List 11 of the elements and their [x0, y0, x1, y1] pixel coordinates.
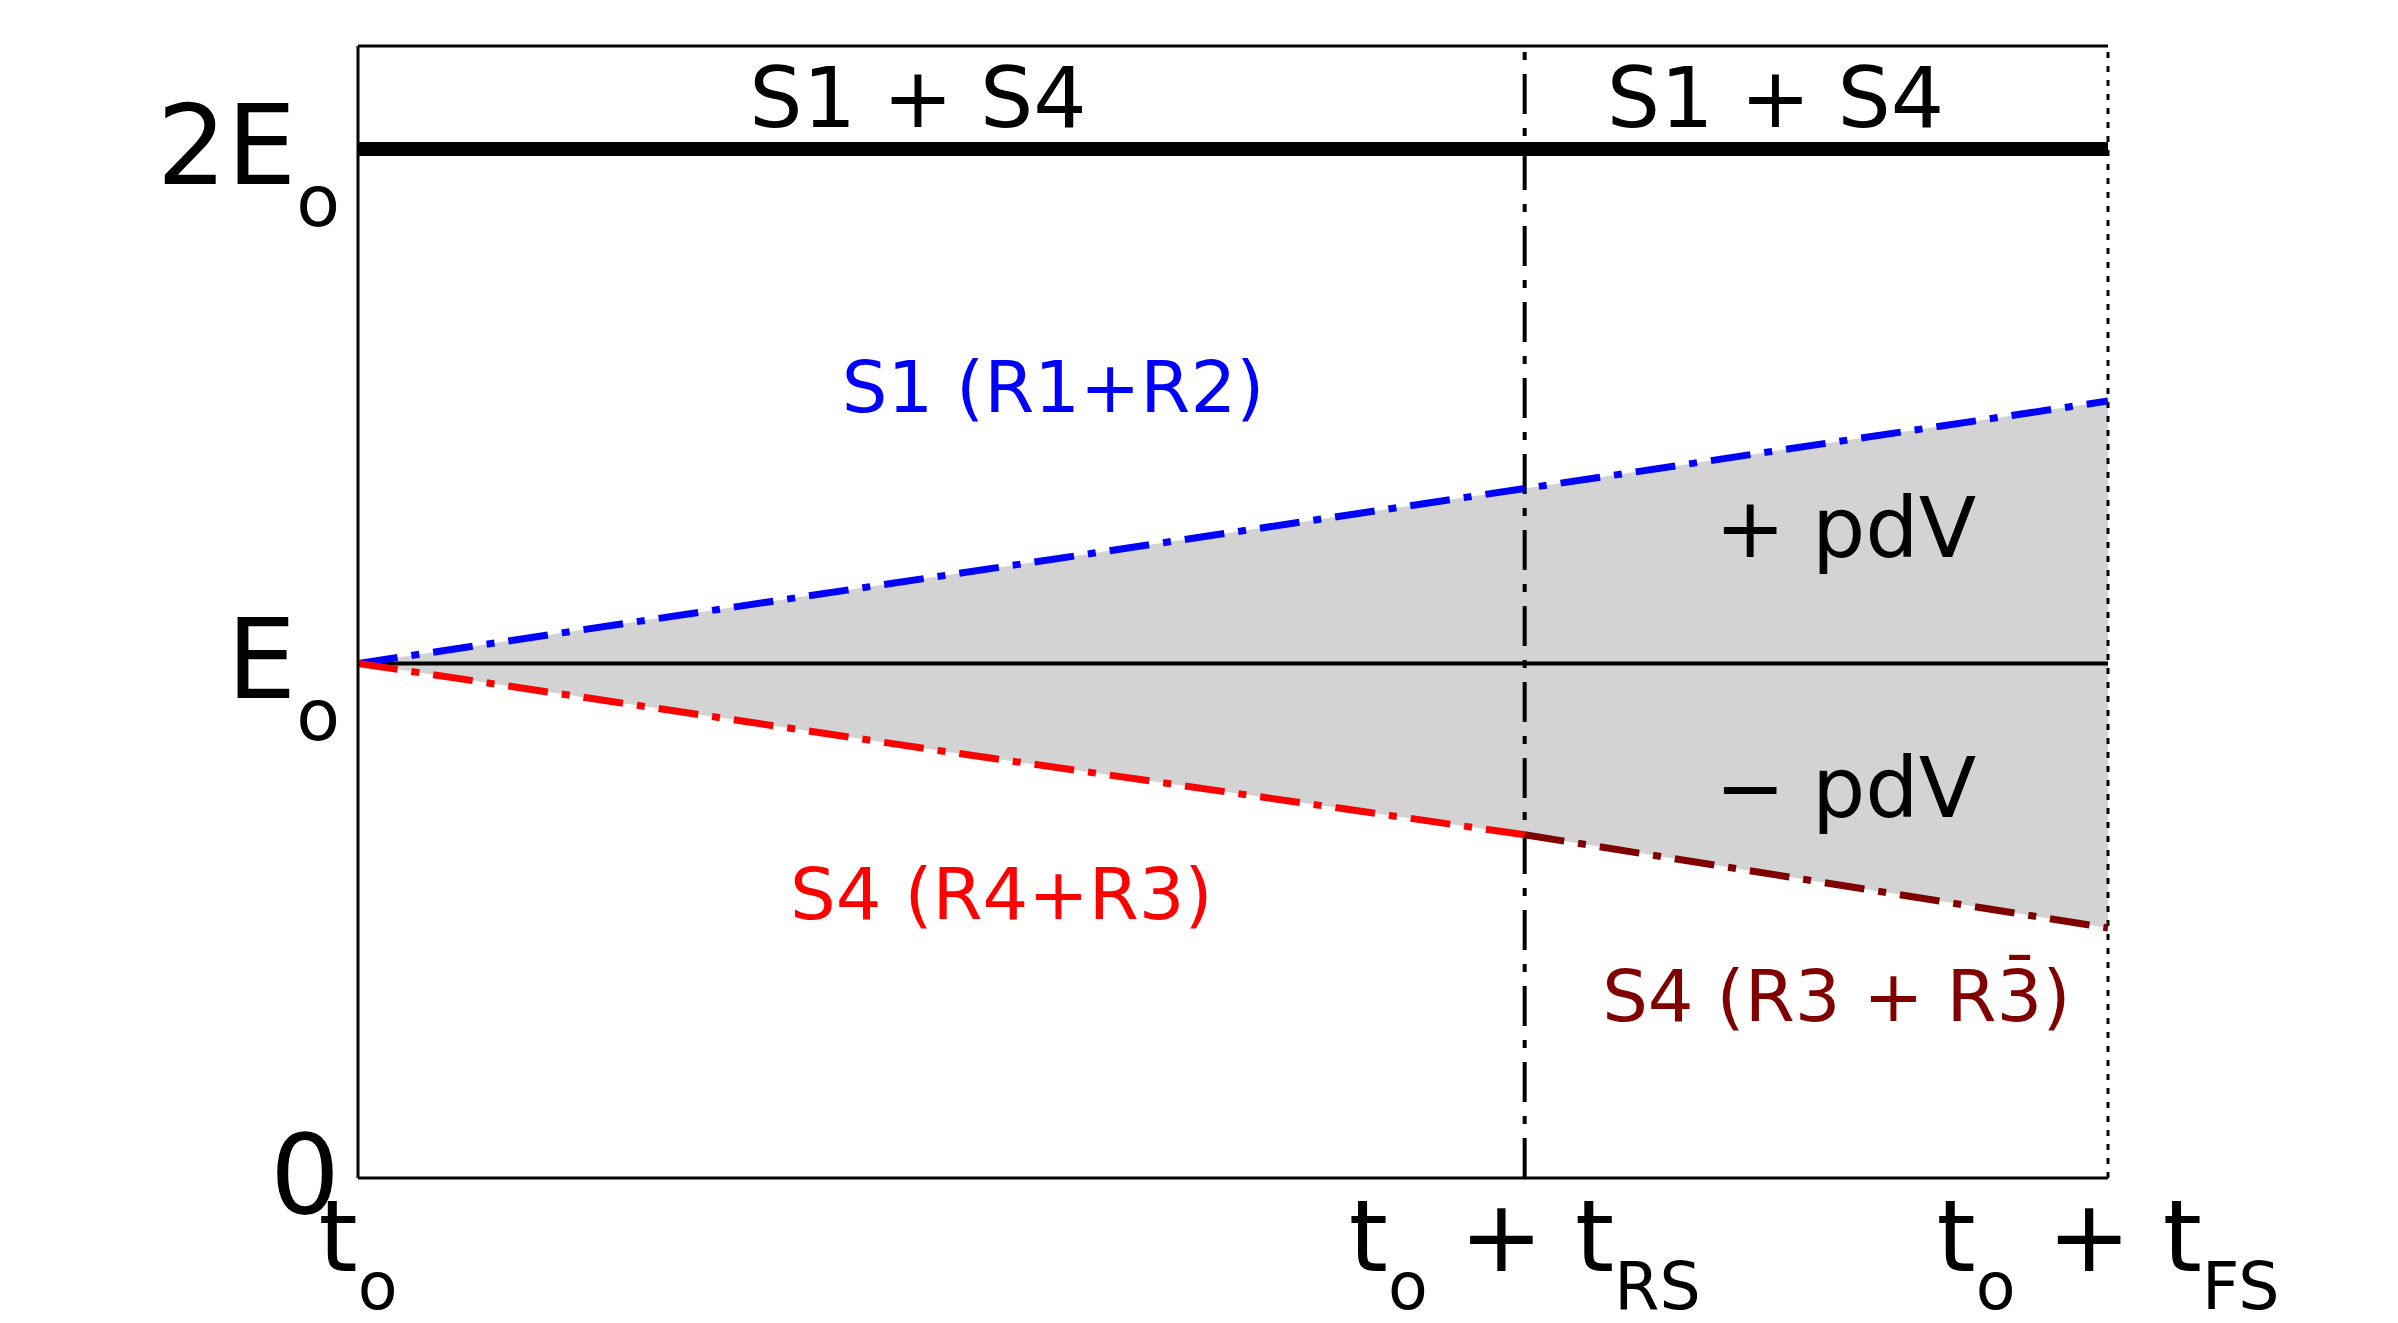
annotation: S1 + S4 [749, 48, 1087, 147]
series-label: S4 (R3 + R3̄) [1602, 954, 2071, 1039]
annotation: − pdV [1714, 739, 1977, 838]
x-tick-label: t$_{o}$ + t$_{FS}$ [1936, 1178, 2280, 1323]
y-tick-label: 2E$_{o}$ [156, 81, 340, 243]
series-label: S1 (R1+R2) [841, 345, 1265, 430]
y-tick-label: E$_{o}$ [226, 596, 340, 757]
series-label: S4 (R4+R3) [790, 852, 1213, 937]
x-tick-label: t$_{o}$ + t$_{RS}$ [1348, 1178, 1701, 1323]
annotation: + pdV [1714, 479, 1977, 578]
annotation: S1 + S4 [1606, 48, 1945, 147]
